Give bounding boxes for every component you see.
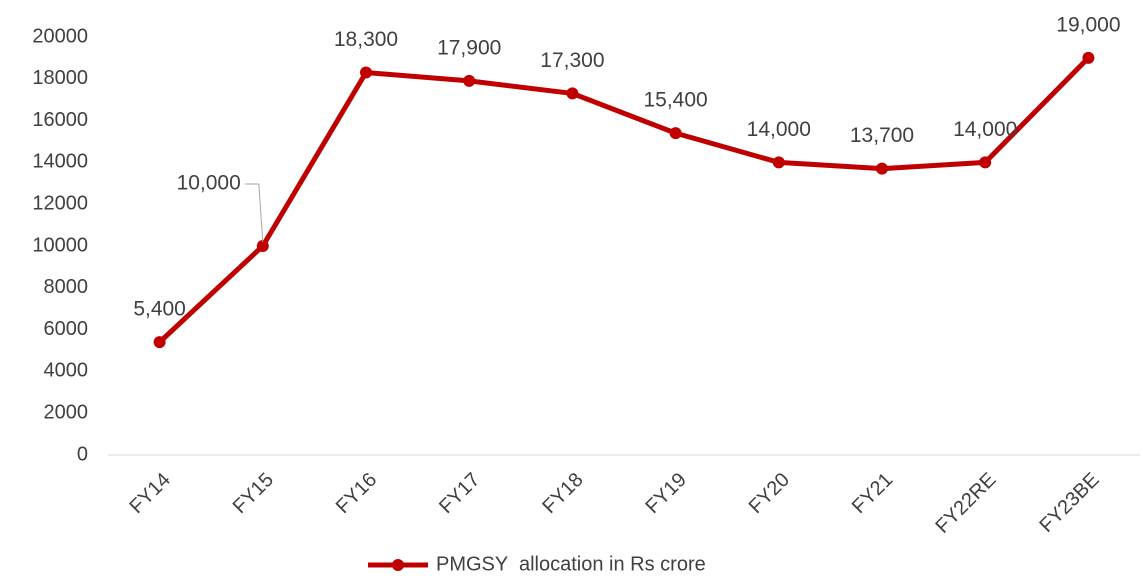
data-label: 14,000 [953, 118, 1017, 141]
data-point [360, 66, 372, 79]
x-tick-label: FY15 [229, 469, 278, 518]
data-point [153, 336, 166, 349]
data-label: 19,000 [1056, 13, 1120, 36]
y-tick-label: 12000 [32, 192, 88, 214]
data-point [979, 156, 992, 169]
leader-line [244, 183, 264, 243]
y-tick-label: 16000 [32, 109, 88, 131]
data-label: 17,900 [437, 36, 501, 59]
x-tick-label: FY16 [332, 469, 381, 518]
y-tick-label: 2000 [44, 401, 89, 423]
x-tick-label: FY19 [642, 469, 691, 518]
y-tick-label: 20000 [32, 25, 88, 47]
data-point [1082, 51, 1095, 64]
data-label: 5,400 [133, 298, 186, 321]
x-tick-label: FY18 [538, 469, 587, 518]
data-point [669, 127, 682, 140]
data-point [566, 87, 579, 100]
x-tick-label: FY14 [126, 469, 175, 518]
legend-marker [392, 559, 404, 571]
x-tick-label: FY20 [745, 469, 794, 518]
legend-label: PMGSY allocation in Rs crore [436, 553, 706, 575]
data-label: 18,300 [334, 28, 398, 51]
data-label: 15,400 [643, 89, 707, 112]
data-label: 17,300 [540, 49, 604, 72]
data-label: 14,000 [747, 118, 811, 141]
data-point [772, 156, 785, 169]
data-point [876, 162, 888, 175]
x-tick-label: FY23BE [1035, 469, 1103, 537]
data-point [256, 240, 269, 252]
x-tick-label: FY22RE [931, 469, 1000, 538]
y-tick-label: 0 [77, 443, 88, 465]
data-label: 10,000 [177, 172, 241, 195]
data-label: 13,700 [850, 124, 914, 147]
x-tick-label: FY21 [848, 469, 897, 518]
x-tick-label: FY17 [435, 469, 484, 518]
y-tick-label: 8000 [44, 276, 89, 298]
data-point [463, 74, 476, 87]
y-tick-label: 6000 [44, 318, 89, 340]
data-line [157, 56, 1091, 344]
y-tick-label: 18000 [32, 67, 88, 89]
y-tick-label: 14000 [32, 151, 88, 173]
y-tick-label: 4000 [44, 360, 89, 382]
y-tick-label: 10000 [32, 234, 88, 256]
